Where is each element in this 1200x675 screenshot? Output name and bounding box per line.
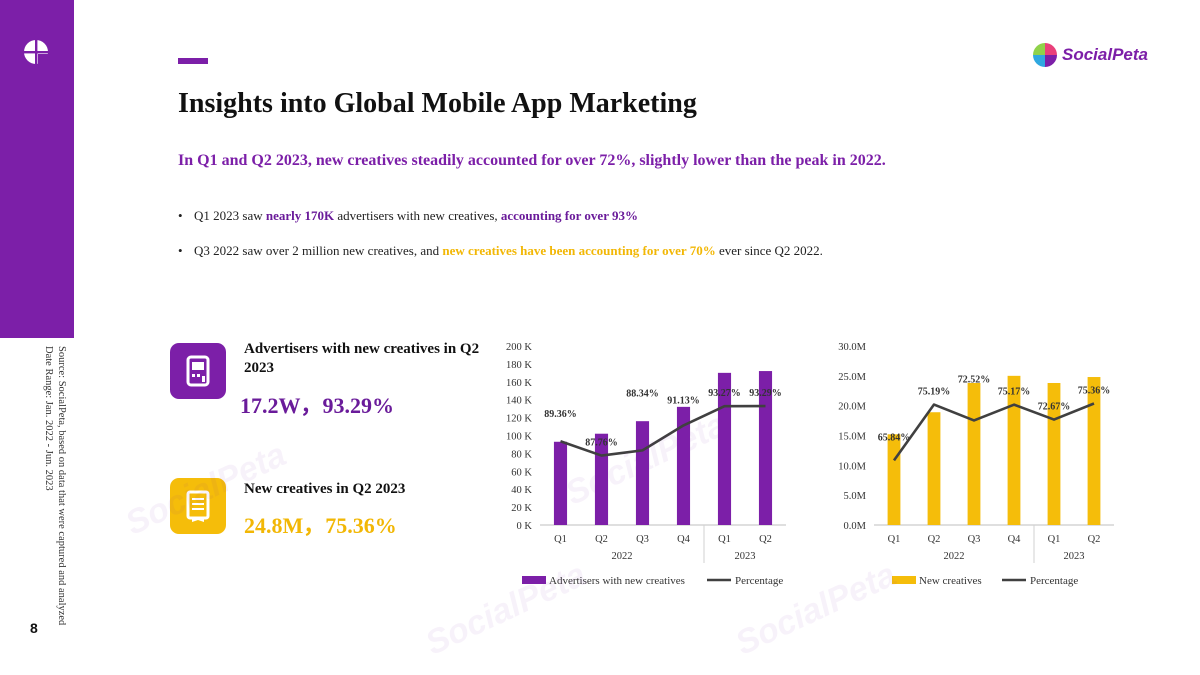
bar <box>967 382 981 525</box>
y-tick-label: 120 K <box>506 414 532 425</box>
data-label: 87.76% <box>585 438 618 449</box>
bar <box>594 433 609 525</box>
socialpeta-logo-icon <box>24 40 48 64</box>
y-tick-label: 0 K <box>517 521 533 532</box>
x-tick-label: Q1 <box>888 534 901 545</box>
x-tick-label: Q1 <box>718 534 731 545</box>
sidebar-band <box>0 0 74 338</box>
y-tick-label: 15.0M <box>838 432 866 443</box>
bar <box>927 412 941 525</box>
y-tick-label: 140 K <box>506 396 532 407</box>
data-label: 75.17% <box>998 387 1031 398</box>
year-group-label: 2022 <box>944 551 965 562</box>
y-tick-label: 0.0M <box>844 521 867 532</box>
bar <box>635 421 650 525</box>
year-group-label: 2023 <box>1064 551 1085 562</box>
year-group-label: 2023 <box>735 551 756 562</box>
x-tick-label: Q3 <box>636 534 649 545</box>
y-tick-label: 80 K <box>511 449 532 460</box>
bullet-highlight: accounting for over 93% <box>500 208 638 223</box>
y-tick-label: 40 K <box>511 485 532 496</box>
y-tick-label: 180 K <box>506 360 532 371</box>
bullet-highlight: nearly 170K <box>265 208 335 223</box>
data-label: 65.84% <box>878 432 911 443</box>
creatives-chart-svg: 0.0M 5.0M 10.0M 15.0M 20.0M 25.0M 30.0M Q1 Q2 Q3 Q… <box>838 342 1114 587</box>
data-label: 93.27% <box>708 388 741 399</box>
bar <box>676 406 691 525</box>
bullet-item: • Q3 2022 saw over 2 million new creative… <box>178 243 823 259</box>
kpi-creatives-value: 24.8M，75.36% <box>244 513 397 538</box>
bar <box>1007 375 1021 525</box>
y-tick-label: 20.0M <box>838 402 866 413</box>
y-tick-label: 25.0M <box>838 372 866 383</box>
advertisers-chart: 0 K 20 K 40 K 60 K 80 K 100 K 120 K 140 K 160 K 1… <box>498 335 808 600</box>
legend-bar-label: New creatives <box>919 575 982 587</box>
data-label: 72.52% <box>958 374 991 385</box>
bar <box>1087 377 1101 525</box>
advertisers-chart-svg: 0 K 20 K 40 K 60 K 80 K 100 K 120 K 140 K 160 K 1… <box>506 342 786 587</box>
bullet-dot: • <box>178 243 183 258</box>
kpi-creatives-label: New creatives in Q2 2023 <box>244 481 406 497</box>
bullet-text: Q3 2022 saw over 2 million new creatives… <box>194 243 443 258</box>
year-group-label: 2022 <box>612 551 633 562</box>
x-tick-label: Q1 <box>1048 534 1061 545</box>
x-tick-label: Q1 <box>554 534 567 545</box>
x-tick-label: Q2 <box>1088 534 1101 545</box>
y-tick-label: 5.0M <box>844 491 867 502</box>
kpi-label-text: Advertisers with new creatives in Q2 202… <box>244 341 480 376</box>
x-tick-label: Q4 <box>1008 534 1022 545</box>
data-label: 89.36% <box>544 409 577 420</box>
y-tick-label: 200 K <box>506 342 532 353</box>
bullet-dot: • <box>178 208 183 223</box>
y-tick-label: 30.0M <box>838 342 866 353</box>
y-tick-label: 160 K <box>506 378 532 389</box>
data-label: 93.29% <box>749 388 782 399</box>
bullet-text: Q1 2023 saw <box>194 208 266 223</box>
data-label: 72.67% <box>1038 402 1071 413</box>
y-tick-label: 20 K <box>511 503 532 514</box>
source-line: Source: SocialPeta, based on data that w… <box>56 346 67 626</box>
data-label: 91.13% <box>667 395 700 406</box>
bar <box>887 434 901 525</box>
bullet-text: ever since Q2 2022. <box>715 243 823 258</box>
x-tick-label: Q2 <box>928 534 941 545</box>
x-tick-label: Q3 <box>968 534 981 545</box>
page-number: 8 <box>30 620 38 636</box>
x-tick-label: Q4 <box>677 534 691 545</box>
advertiser-device-icon <box>170 343 226 399</box>
legend-bar-label: Advertisers with new creatives <box>549 575 685 587</box>
percentage-line <box>892 402 1095 462</box>
creative-document-icon <box>170 478 226 534</box>
data-label: 75.19% <box>918 387 951 398</box>
legend-line-label: Percentage <box>735 575 783 587</box>
brand-mark-icon <box>1033 43 1057 67</box>
x-tick-label: Q2 <box>759 534 772 545</box>
title-accent-dash <box>178 58 208 64</box>
bar <box>717 372 732 525</box>
percentage-line <box>560 404 766 457</box>
y-tick-label: 100 K <box>506 432 532 443</box>
bullet-highlight: new creatives have been accounting for o… <box>442 243 716 258</box>
bullet-item: • Q1 2023 saw nearly 170K advertisers wit… <box>178 208 638 224</box>
brand-logo: SocialPeta <box>1032 42 1148 68</box>
page-title: Insights into Global Mobile App Marketin… <box>178 88 697 119</box>
brand-name: SocialPeta <box>1062 45 1148 64</box>
legend-bar-swatch <box>522 576 546 584</box>
data-label: 75.36% <box>1078 386 1111 397</box>
x-tick-label: Q2 <box>595 534 608 545</box>
bar <box>553 441 568 525</box>
legend-bar-swatch <box>892 576 916 584</box>
source-note: Source: SocialPeta, based on data that w… <box>42 346 68 625</box>
bullet-text: advertisers with new creatives, <box>334 208 501 223</box>
y-tick-label: 10.0M <box>838 461 866 472</box>
data-label: 88.34% <box>626 388 659 399</box>
subtitle: In Q1 and Q2 2023, new creatives steadil… <box>178 152 886 169</box>
creatives-chart: 0.0M 5.0M 10.0M 15.0M 20.0M 25.0M 30.0M Q1 Q2 Q3 Q… <box>832 335 1132 600</box>
legend-line-label: Percentage <box>1030 575 1078 587</box>
y-tick-label: 60 K <box>511 467 532 478</box>
bar <box>758 371 773 525</box>
kpi-advertisers-value: 17.2W，93.29% <box>240 393 395 418</box>
kpi-advertisers-label: Advertisers with new creatives in Q2 202… <box>244 340 484 378</box>
date-range-line: Date Range: Jan. 2022 - Jun. 2023 <box>43 346 54 491</box>
